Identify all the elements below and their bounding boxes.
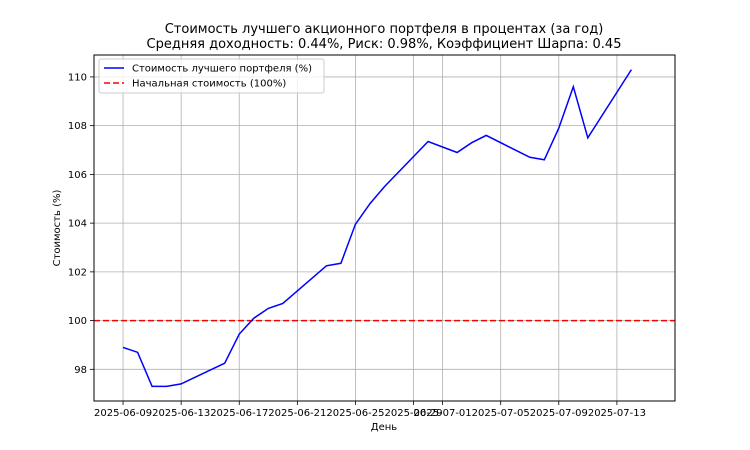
x-tick-label: 2025-06-21 [268, 408, 326, 419]
x-tick-label: 2025-07-13 [588, 408, 646, 419]
legend-label-baseline: Начальная стоимость (100%) [132, 79, 286, 90]
plot-frame [93, 54, 676, 402]
series-line [122, 69, 633, 388]
y-tick-label: 98 [74, 365, 87, 376]
grid [94, 55, 675, 401]
chart-title: Стоимость лучшего акционного портфеля в … [165, 22, 604, 37]
x-axis-label: День [371, 422, 398, 433]
y-tick-label: 110 [68, 72, 87, 83]
y-axis-label: Стоимость (%) [52, 190, 63, 267]
chart-subtitle: Средняя доходность: 0.44%, Риск: 0.98%, … [147, 37, 622, 52]
legend: Стоимость лучшего портфеля (%) Начальная… [98, 58, 325, 94]
axis-ticks: 2025-06-09 2025-06-13 2025-06-17 2025-06-21… [68, 72, 646, 419]
x-tick-label: 2025-06-25 [326, 408, 384, 419]
x-tick-label: 2025-07-01 [414, 408, 472, 419]
y-tick-label: 108 [68, 121, 87, 132]
x-tick-label: 2025-07-05 [472, 408, 530, 419]
y-tick-label: 106 [68, 170, 87, 181]
y-tick-label: 102 [68, 267, 87, 278]
x-tick-label: 2025-06-09 [94, 408, 152, 419]
x-tick-label: 2025-06-29 [384, 408, 442, 419]
y-tick-label: 100 [68, 316, 87, 327]
plot-area [94, 69, 675, 388]
legend-label-series: Стоимость лучшего портфеля (%) [132, 64, 312, 75]
x-tick-label: 2025-06-17 [210, 408, 268, 419]
y-tick-label: 104 [68, 219, 87, 230]
x-tick-label: 2025-07-09 [530, 408, 588, 419]
legend-box [98, 58, 325, 94]
x-tick-label: 2025-06-13 [152, 408, 210, 419]
